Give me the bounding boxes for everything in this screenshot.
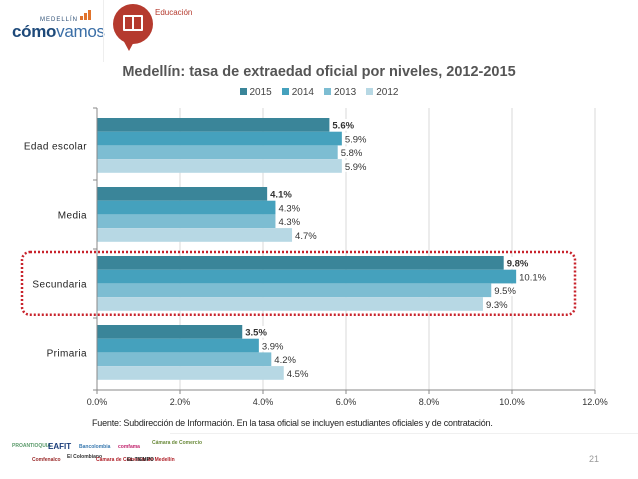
- data-label-bg: [483, 298, 509, 310]
- legend-item: 2013: [324, 87, 356, 98]
- data-label: 4.3%: [278, 217, 300, 228]
- logo-word-bold: cómo: [12, 22, 57, 41]
- x-tick-label: 8.0%: [419, 397, 440, 407]
- data-label-bg: [504, 257, 530, 269]
- data-label-bg: [284, 367, 310, 379]
- data-label: 5.9%: [345, 162, 367, 173]
- data-label-bg: [276, 215, 301, 228]
- sponsor-logo: comfama: [118, 444, 140, 450]
- data-label: 9.5%: [494, 286, 516, 297]
- data-label-bg: [517, 270, 548, 283]
- category-label: Primaria: [47, 348, 87, 359]
- data-label-bg: [338, 146, 364, 159]
- data-label: 4.3%: [278, 203, 300, 214]
- x-tick-label: 12.0%: [582, 397, 608, 407]
- x-tick-label: 2.0%: [170, 397, 191, 407]
- highlight-box: [20, 250, 577, 317]
- legend-swatch: [281, 88, 289, 95]
- sponsor-logo: El Colombiano: [67, 454, 102, 460]
- data-label: 4.2%: [274, 355, 296, 366]
- data-label-bg: [276, 201, 301, 214]
- legend-label: 2012: [376, 87, 399, 98]
- data-label: 5.8%: [341, 148, 363, 159]
- source-note: Fuente: Subdirección de Información. En …: [92, 418, 493, 428]
- chart-title: Medellín: tasa de extraedad oficial por …: [122, 64, 516, 80]
- bar: [97, 159, 342, 173]
- bar: [97, 131, 342, 146]
- x-tick-label: 0.0%: [87, 397, 108, 407]
- sponsor-logo: Cámara de Comercio de Medellín: [96, 457, 175, 463]
- bar: [97, 269, 517, 284]
- data-label: 5.9%: [345, 134, 367, 145]
- category-label: Secundaria: [32, 279, 87, 290]
- x-tick-label: 6.0%: [336, 397, 357, 407]
- data-label: 5.6%: [332, 121, 354, 132]
- sponsor-logos: PROANTIOQUIA EAFIT Bancolombia comfama Cámar…: [12, 440, 212, 475]
- bar: [97, 297, 483, 311]
- bar: [97, 118, 330, 132]
- legend-item: 2012: [366, 87, 399, 98]
- legend-swatch: [239, 88, 247, 95]
- bar: [97, 200, 276, 215]
- legend-item: 2014: [281, 87, 314, 98]
- data-label-bg: [259, 339, 285, 352]
- category-label: Edad escolar: [24, 141, 87, 152]
- bar: [97, 145, 338, 160]
- data-label-bg: [268, 188, 293, 200]
- chart-legend: 2015 2014 2013 2012: [0, 87, 638, 98]
- data-label-bg: [293, 229, 318, 241]
- legend-swatch: [366, 88, 374, 95]
- data-label-bg: [492, 284, 517, 297]
- x-tick-label: 4.0%: [253, 397, 274, 407]
- bar: [97, 338, 259, 353]
- logo-wordmark: cómovamos: [12, 22, 105, 42]
- sponsor-logo: Cámara de Comercio: [152, 440, 203, 446]
- bar: [97, 283, 492, 298]
- data-label: 4.7%: [295, 231, 317, 242]
- logo-city-text: MEDELLÍN: [40, 17, 79, 23]
- category-label: Media: [58, 210, 87, 221]
- header-divider: [103, 0, 104, 62]
- open-book-icon: [123, 15, 143, 31]
- signal-bars-icon: [80, 10, 94, 20]
- data-label: 9.8%: [507, 259, 529, 270]
- legend-label: 2013: [334, 87, 357, 98]
- x-tick-label: 10.0%: [499, 397, 525, 407]
- data-label-bg: [243, 326, 268, 338]
- data-label-bg: [342, 132, 368, 145]
- speech-bubble-tail: [122, 38, 136, 51]
- data-label: 4.1%: [270, 190, 292, 201]
- bar: [97, 187, 268, 201]
- data-label: 10.1%: [519, 272, 546, 283]
- sponsor-logo: PROANTIOQUIA: [12, 443, 51, 449]
- page-number: 21: [589, 454, 600, 464]
- bar: [97, 366, 284, 380]
- sponsor-logo: EL TIEMPO: [127, 457, 154, 463]
- bar: [97, 214, 276, 229]
- sponsor-logo: EAFIT: [48, 442, 72, 451]
- legend-swatch: [324, 88, 331, 95]
- data-label: 3.5%: [245, 328, 267, 339]
- sponsor-logo: Comfenalco: [32, 457, 61, 463]
- data-label-bg: [330, 119, 355, 131]
- data-label: 9.3%: [486, 300, 508, 311]
- data-label: 3.9%: [262, 341, 284, 352]
- legend-item: 2015: [239, 87, 272, 98]
- logo-word-light: vamos: [56, 22, 105, 41]
- footer-divider: [170, 433, 638, 434]
- data-label: 4.5%: [287, 369, 309, 380]
- section-label: Educación: [155, 8, 193, 17]
- data-label-bg: [342, 160, 368, 172]
- bar: [97, 228, 293, 242]
- sponsor-logo: Bancolombia: [79, 444, 111, 450]
- data-label-bg: [272, 353, 297, 366]
- legend-label: 2015: [249, 87, 272, 98]
- legend-label: 2014: [291, 87, 314, 98]
- bar: [97, 352, 272, 367]
- bar: [97, 256, 504, 270]
- bar: [97, 325, 243, 339]
